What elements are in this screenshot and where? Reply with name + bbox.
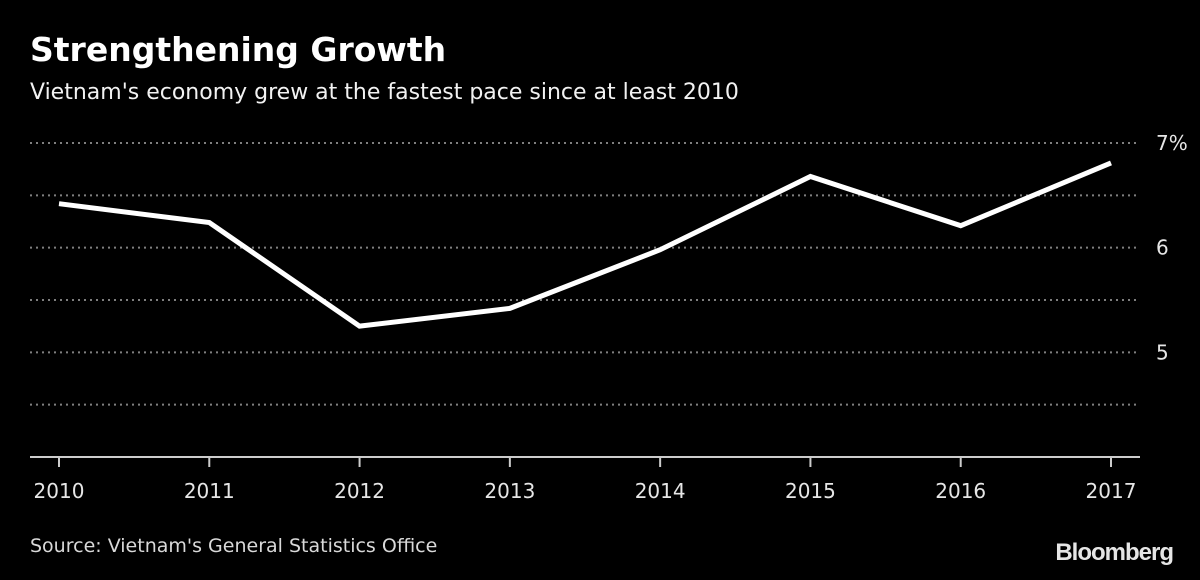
y-tick-label-7: 7% [1156, 131, 1188, 155]
x-tick-label-2012: 2012 [334, 479, 385, 503]
x-tick-label-2015: 2015 [785, 479, 836, 503]
x-tick-label-2011: 2011 [184, 479, 235, 503]
gridlines [30, 142, 1140, 406]
series-layer [58, 160, 1112, 329]
chart-title: Strengthening Growth [30, 30, 447, 69]
y-axis-labels: 7% 6 5 [1156, 131, 1188, 364]
y-tick-label-5: 5 [1156, 340, 1169, 364]
series-line-0 [58, 160, 1112, 329]
x-tick-label-2013: 2013 [484, 479, 535, 503]
chart-subtitle: Vietnam's economy grew at the fastest pa… [30, 80, 739, 105]
x-axis-labels: 2010 2011 2012 2013 2014 2015 2016 2017 [34, 479, 1137, 503]
x-tick-label-2017: 2017 [1086, 479, 1137, 503]
y-tick-label-6: 6 [1156, 236, 1169, 260]
x-tick-label-2016: 2016 [935, 479, 986, 503]
x-tick-label-2010: 2010 [34, 479, 85, 503]
x-tick-label-2014: 2014 [635, 479, 686, 503]
bloomberg-logo: Bloomberg [1055, 539, 1174, 566]
x-axis [30, 456, 1140, 467]
source-note: Source: Vietnam's General Statistics Off… [30, 535, 438, 557]
